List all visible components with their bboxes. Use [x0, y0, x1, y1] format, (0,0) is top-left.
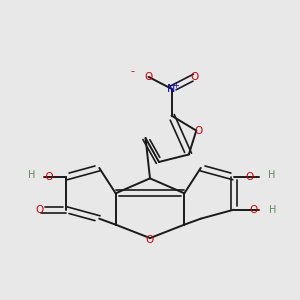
Text: ·O: ·O [43, 172, 54, 182]
Text: O: O [191, 72, 199, 82]
Text: O: O [35, 205, 44, 215]
Text: N: N [167, 84, 176, 94]
Text: O·: O· [246, 172, 257, 182]
Text: O: O [249, 205, 257, 215]
Text: O: O [194, 126, 203, 136]
Text: O: O [144, 72, 153, 82]
Text: O: O [146, 235, 154, 244]
Text: H: H [28, 170, 35, 180]
Text: -: - [130, 67, 134, 76]
Text: +: + [172, 81, 179, 90]
Text: H: H [269, 205, 277, 215]
Text: H: H [268, 170, 275, 180]
